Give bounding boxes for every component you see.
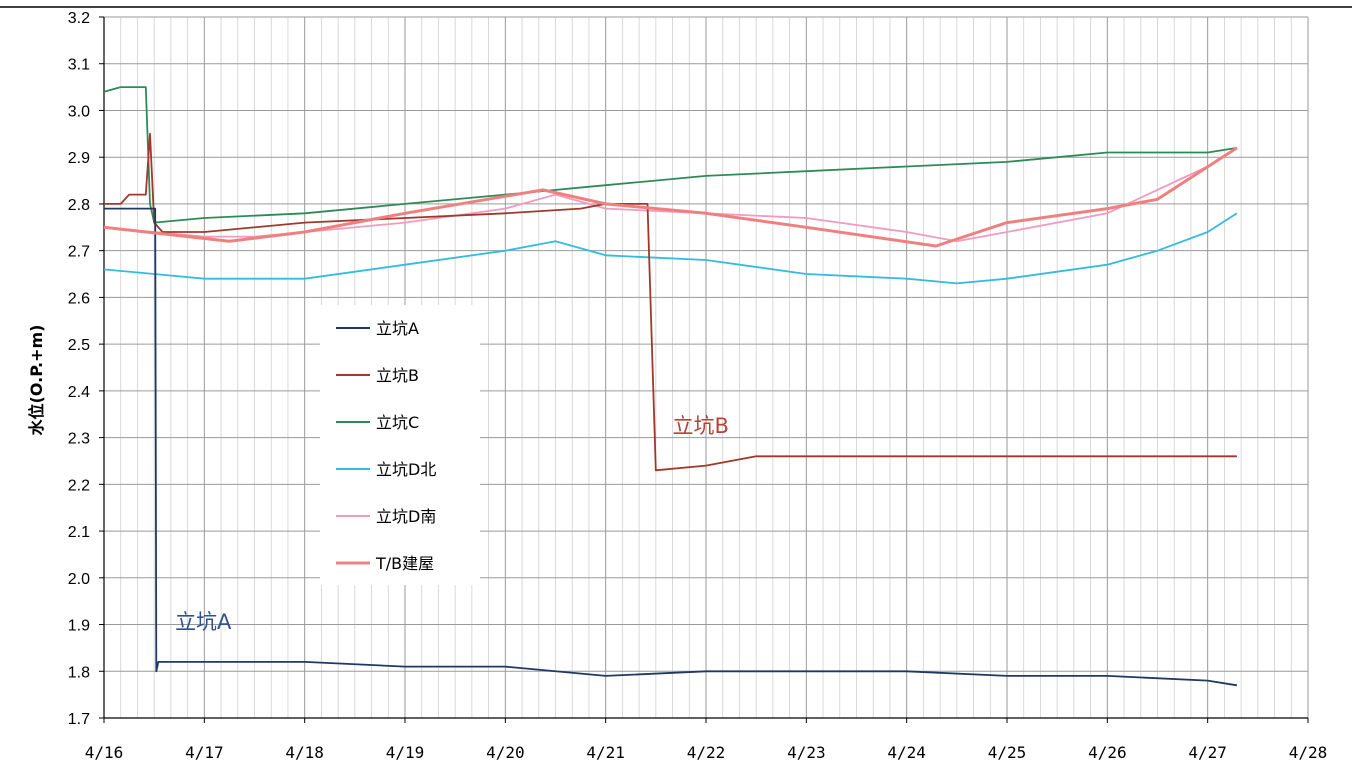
y-tick-label: 2.5 <box>68 337 90 354</box>
y-tick-label: 2.8 <box>68 197 90 214</box>
legend-box <box>320 305 480 585</box>
y-tick-label: 2.7 <box>68 244 90 261</box>
legend-label-2: 立坑C <box>376 413 419 432</box>
x-tick-label: 4/26 <box>1088 743 1127 760</box>
y-axis-label: 水位(O.P.+m) <box>27 325 46 436</box>
series-line-5 <box>103 146 1238 248</box>
annotation-label-1: 立坑B <box>673 414 729 438</box>
x-tick-label: 4/22 <box>687 743 726 760</box>
y-tick-label: 2.3 <box>68 431 90 448</box>
series-lines <box>103 86 1238 687</box>
x-tick-label: 4/16 <box>85 743 124 760</box>
series-line-3 <box>103 212 1238 285</box>
y-tick-label: 3.2 <box>68 10 90 27</box>
x-tick-label: 4/23 <box>787 743 826 760</box>
x-tick-label: 4/19 <box>386 743 425 760</box>
y-tick-label: 1.7 <box>68 711 90 728</box>
series-line-2 <box>103 86 1238 224</box>
x-tick-label: 4/24 <box>887 743 926 760</box>
legend-label-4: 立坑D南 <box>376 507 436 526</box>
x-tick-label: 4/25 <box>988 743 1027 760</box>
x-tick-labels: 4/16 4/17 4/18 4/19 4/20 4/21 4/22 4/23 4/24 4/25… <box>85 718 1328 760</box>
legend-label-1: 立坑B <box>376 366 419 385</box>
annotations: 立坑A 立坑B <box>175 414 729 634</box>
y-tick-label: 3.0 <box>68 103 90 120</box>
series-line-0 <box>104 207 1238 687</box>
y-tick-label: 2.2 <box>68 477 90 494</box>
y-tick-label: 1.8 <box>68 664 90 681</box>
y-tick-label: 2.9 <box>68 150 90 167</box>
series-line-4 <box>103 147 1238 243</box>
y-tick-label: 1.9 <box>68 618 90 635</box>
x-tick-label: 4/20 <box>486 743 525 760</box>
x-tick-label: 4/17 <box>185 743 224 760</box>
y-tick-label: 2.0 <box>68 571 90 588</box>
x-tick-label: 4/21 <box>586 743 625 760</box>
legend-label-0: 立坑A <box>376 319 419 338</box>
x-tick-label: 4/27 <box>1188 743 1227 760</box>
annotation-label-0: 立坑A <box>175 610 232 634</box>
y-tick-label: 2.4 <box>68 384 90 401</box>
y-tick-label: 2.6 <box>68 290 90 307</box>
series-line-1 <box>104 132 1237 472</box>
y-tick-label: 3.1 <box>68 57 90 74</box>
grid-lines <box>103 16 1309 719</box>
legend-label-5: T/B建屋 <box>375 554 434 573</box>
x-tick-label: 4/28 <box>1289 743 1328 760</box>
x-tick-label: 4/18 <box>285 743 324 760</box>
legend-label-3: 立坑D北 <box>376 460 436 479</box>
y-tick-label: 2.1 <box>68 524 90 541</box>
y-tick-labels: 1.7 1.8 1.9 2.0 2.1 2.2 2.3 2.4 2.5 2.6 2.7 2.8 2.9 3… <box>68 10 104 728</box>
